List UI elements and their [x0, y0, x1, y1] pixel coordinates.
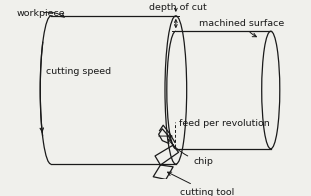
Text: cutting speed: cutting speed	[46, 67, 111, 76]
Text: workpiece: workpiece	[17, 9, 65, 18]
Text: cutting tool: cutting tool	[168, 172, 234, 196]
Text: machined surface: machined surface	[199, 19, 285, 37]
Text: feed per revolution: feed per revolution	[179, 119, 269, 128]
Text: depth of cut: depth of cut	[149, 3, 207, 12]
Text: chip: chip	[168, 139, 213, 166]
